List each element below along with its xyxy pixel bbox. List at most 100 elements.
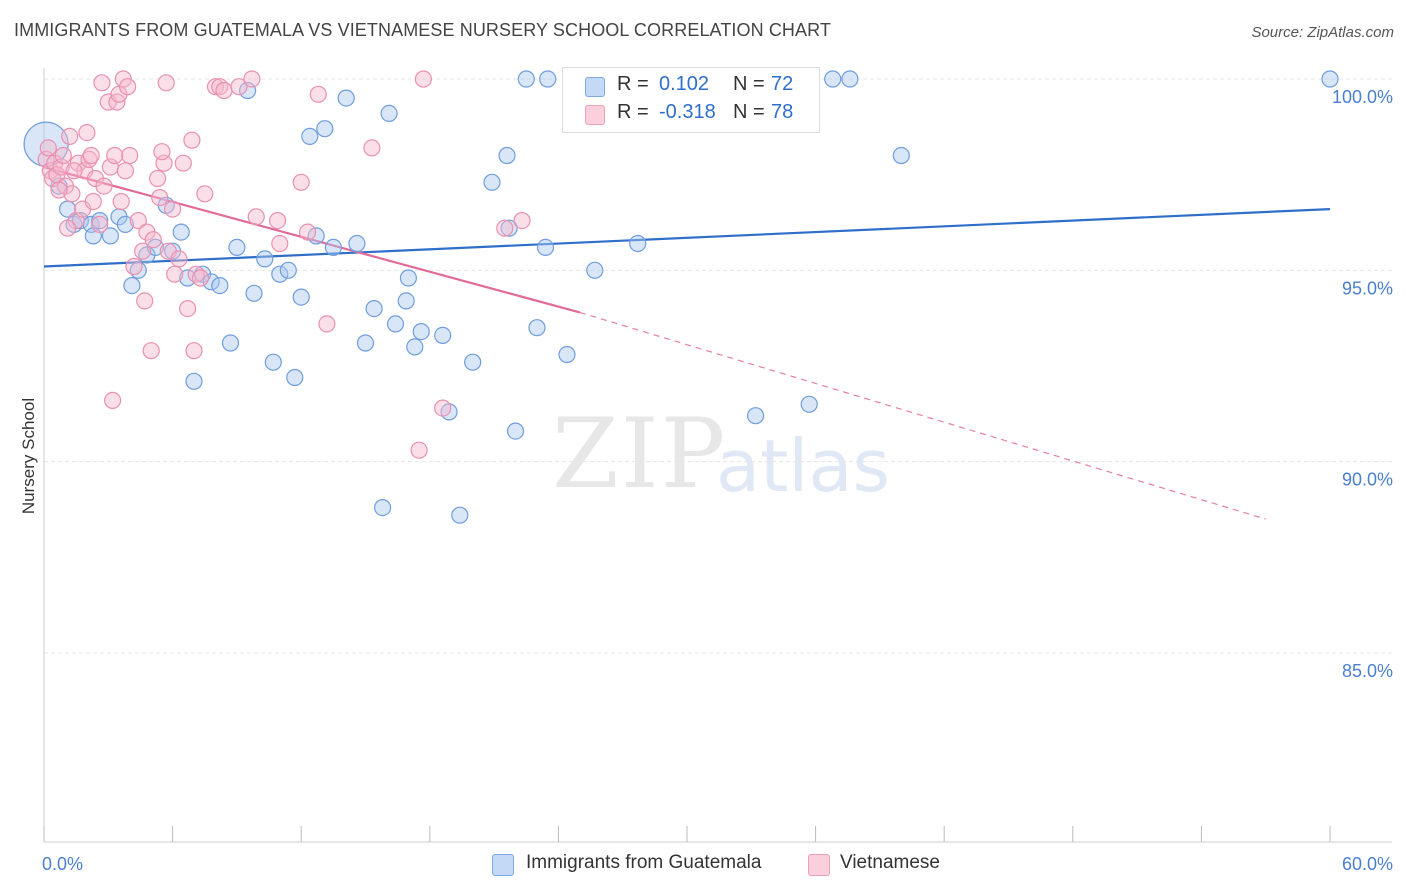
vietnamese-point: [363, 139, 381, 157]
guatemala-point: [264, 353, 282, 371]
guatemala-point: [286, 368, 304, 387]
vietnamese-point: [179, 300, 197, 318]
legend-r-label: R =: [617, 101, 649, 123]
vietnamese-point: [129, 212, 147, 230]
guatemala-point: [498, 146, 516, 165]
vietnamese-point: [185, 342, 203, 360]
y-tick-label: 85.0%: [1342, 661, 1393, 681]
guatemala-point: [245, 284, 263, 302]
vietnamese-point: [174, 154, 192, 172]
guatemala-point: [824, 70, 842, 88]
vietnamese-point: [84, 192, 102, 211]
x-tick-label: 60.0%: [1342, 854, 1393, 874]
vietnamese-point: [318, 315, 336, 333]
axis-labels: 100.0% 95.0% 90.0% 85.0% 0.0% 60.0% Nursery Sc…: [19, 87, 1393, 874]
bottom-legend-swatch-vietnamese: [808, 854, 830, 876]
guatemala-point: [271, 265, 289, 283]
vietnamese-point: [121, 146, 139, 165]
y-tick-label: 100.0%: [1332, 87, 1393, 107]
legend-r-value: 0.102: [659, 73, 710, 95]
vietnamese-point: [106, 146, 124, 165]
guatemala-point: [91, 212, 109, 230]
guatemala-point: [116, 215, 135, 233]
vietnamese-point: [151, 189, 169, 207]
vietnamese-trend-extension: [579, 311, 1266, 520]
legend-n-label: N =: [733, 73, 765, 95]
guatemala-point: [123, 277, 141, 295]
guatemala-point: [558, 345, 576, 364]
guatemala-point: [506, 422, 525, 440]
guatemala-point: [841, 70, 859, 88]
vietnamese-point: [247, 208, 265, 226]
vietnamese-point: [61, 127, 79, 145]
legend-r-value: -0.318: [659, 101, 716, 123]
y-tick-label: 95.0%: [1342, 278, 1393, 298]
guatemala-point: [386, 315, 405, 333]
y-axis-title: Nursery School: [19, 398, 38, 514]
guatemala-point: [380, 104, 398, 123]
watermark-atlas: atlas: [716, 424, 890, 508]
guatemala-point: [800, 395, 818, 413]
guatemala-point: [365, 300, 383, 318]
legend-n-label: N =: [733, 101, 765, 123]
vietnamese-point: [103, 391, 122, 409]
legend-row-vietnamese: R = -0.318 N = 78: [563, 100, 819, 128]
vietnamese-point: [125, 257, 143, 276]
x-tick-label: 0.0%: [42, 854, 83, 874]
guatemala-point: [399, 269, 417, 287]
vietnamese-point: [164, 200, 182, 218]
vietnamese-point: [65, 162, 83, 180]
vietnamese-point: [191, 269, 210, 287]
vietnamese-point: [496, 219, 514, 237]
vietnamese-point: [271, 234, 289, 253]
vietnamese-point: [292, 173, 310, 191]
bottom-legend-label-vietnamese: Vietnamese: [840, 852, 940, 873]
guatemala-point: [211, 277, 229, 295]
guatemala-point: [629, 234, 647, 253]
guatemala-point: [185, 372, 203, 390]
data-points: [23, 70, 1339, 524]
vietnamese-point: [230, 78, 248, 96]
guatemala-point: [406, 338, 424, 356]
guatemala-point: [892, 146, 910, 165]
vietnamese-point: [112, 192, 130, 211]
vietnamese-point: [58, 219, 77, 237]
guatemala-point: [348, 234, 366, 253]
chart-title: IMMIGRANTS FROM GUATEMALA VS VIETNAMESE …: [14, 20, 831, 40]
vietnamese-point: [50, 181, 68, 199]
vietnamese-point: [166, 265, 184, 283]
vietnamese-point: [136, 292, 154, 310]
guatemala-point: [451, 506, 469, 524]
vietnamese-point: [149, 169, 167, 188]
correlation-legend: R = 0.102 N = 72 R = -0.318 N = 78: [562, 67, 820, 133]
bottom-legend-swatch-guatemala: [492, 854, 514, 876]
vietnamese-point: [116, 162, 135, 180]
vietnamese-point: [206, 78, 225, 96]
vietnamese-point: [434, 399, 452, 417]
source-label: Source: ZipAtlas.com: [1251, 24, 1394, 41]
legend-swatch-guatemala: [585, 77, 605, 97]
guatemala-point: [101, 227, 120, 245]
vietnamese-point: [54, 146, 72, 165]
guatemala-point: [464, 353, 482, 371]
guatemala-point: [172, 223, 190, 241]
guatemala-point: [539, 70, 557, 88]
vietnamese-point: [91, 215, 109, 233]
guatemala-point: [412, 323, 430, 341]
vietnamese-point: [82, 146, 100, 165]
guatemala-point: [256, 250, 274, 268]
vietnamese-point: [39, 139, 57, 157]
guatemala-point: [483, 173, 501, 191]
guatemala-point: [279, 261, 297, 279]
guatemala-point: [586, 261, 604, 279]
y-tick-label: 90.0%: [1342, 470, 1393, 490]
guatemala-point: [301, 127, 319, 145]
vietnamese-point: [142, 342, 160, 360]
legend-r-label: R =: [617, 73, 649, 95]
guatemala-point: [316, 120, 334, 138]
guatemala-point: [228, 238, 246, 256]
vietnamese-point: [118, 78, 137, 96]
guatemala-point: [528, 319, 546, 337]
guatemala-point: [337, 89, 355, 107]
